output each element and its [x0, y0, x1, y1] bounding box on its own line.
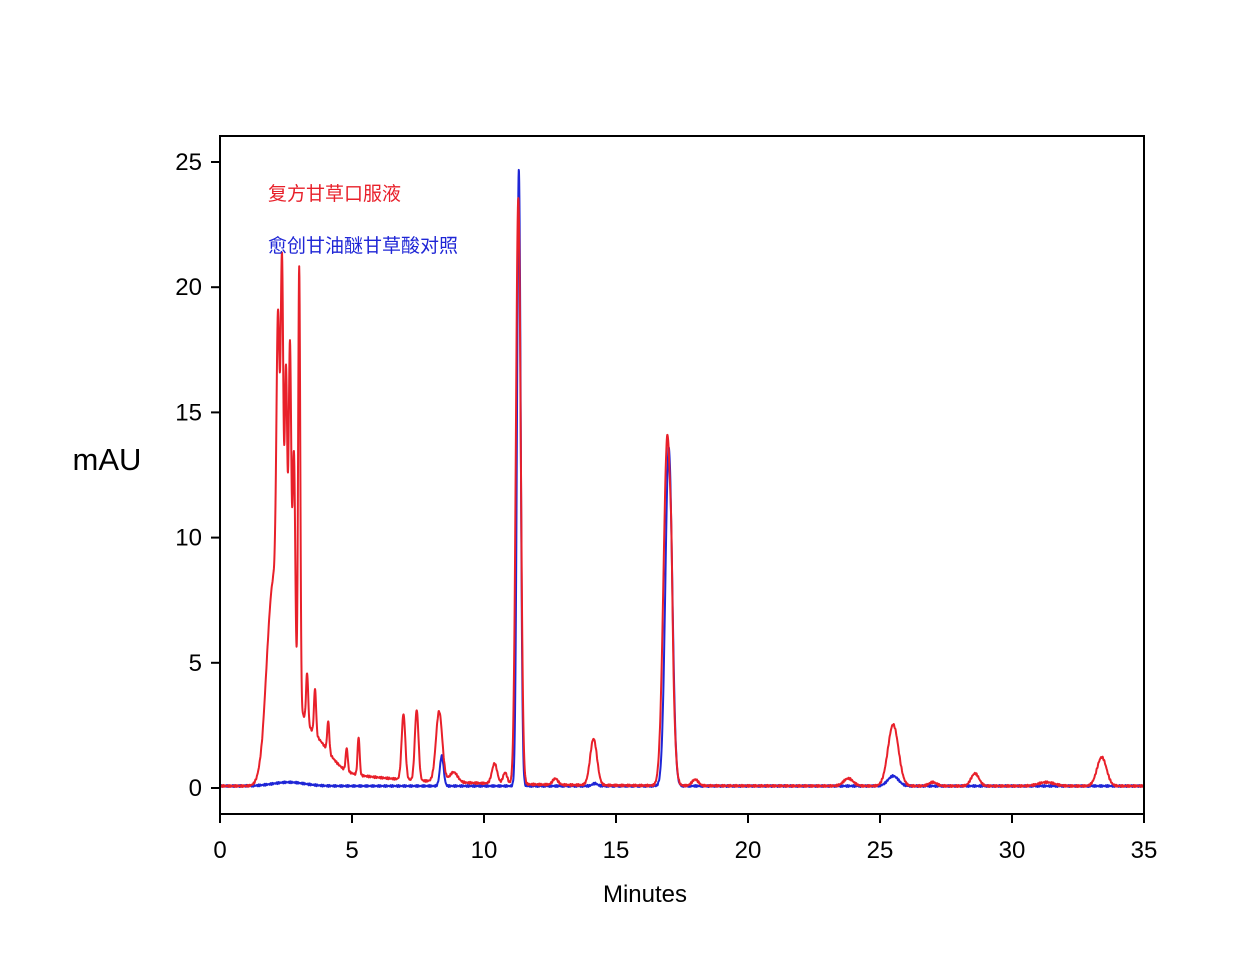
- y-axis-title: mAU: [73, 442, 142, 477]
- x-tick-label: 25: [867, 837, 894, 864]
- series-line-2: [219, 168, 1145, 788]
- x-tick-label: 15: [603, 837, 630, 864]
- y-axis: 0 5 10 15 20 25: [175, 149, 220, 802]
- x-tick-label: 20: [735, 837, 762, 864]
- x-tick-label: 10: [471, 837, 498, 864]
- series-layer: [219, 168, 1145, 788]
- x-tick-label: 35: [1131, 837, 1158, 864]
- plot-frame: [219, 135, 1145, 815]
- y-tick-label: 0: [189, 775, 202, 802]
- x-axis: 0 5 10 15 20 25 30 35: [213, 814, 1157, 864]
- legend-entry-series-2: 愈创甘油醚甘草酸对照: [268, 235, 458, 257]
- y-tick-label: 25: [175, 149, 202, 176]
- legend-entry-series-1: 复方甘草口服液: [268, 183, 401, 205]
- x-tick-label: 0: [213, 837, 226, 864]
- series-line-1: [219, 197, 1145, 788]
- y-tick-label: 20: [175, 274, 202, 301]
- y-tick-label: 10: [175, 525, 202, 552]
- x-axis-title: Minutes: [603, 881, 687, 908]
- x-tick-label: 5: [345, 837, 358, 864]
- y-tick-label: 5: [189, 650, 202, 677]
- y-tick-label: 15: [175, 399, 202, 426]
- x-tick-label: 30: [999, 837, 1026, 864]
